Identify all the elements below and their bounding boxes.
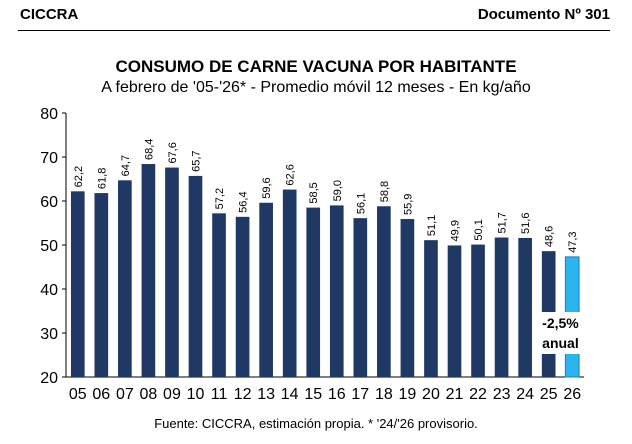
data-label: 56,1 [355, 193, 367, 214]
bar [447, 245, 462, 377]
bar [188, 175, 203, 377]
x-tick-label: 15 [304, 386, 322, 403]
x-tick-label: 23 [493, 386, 511, 403]
data-label: 47,3 [567, 231, 579, 252]
bar [235, 216, 250, 377]
x-tick-label: 18 [375, 386, 393, 403]
bar [377, 206, 391, 377]
x-tick-label: 17 [351, 386, 369, 403]
x-tick-label: 06 [92, 386, 110, 403]
data-label: 57,2 [214, 188, 226, 209]
x-tick-label: 09 [163, 386, 181, 403]
x-tick-label: 26 [563, 386, 581, 403]
x-tick-label: 12 [234, 386, 252, 403]
x-tick-label: 08 [140, 386, 158, 403]
chart-title: CONSUMO DE CARNE VACUNA POR HABITANTE [115, 57, 517, 76]
x-tick-label: 07 [116, 386, 134, 403]
data-label: 55,9 [402, 194, 414, 215]
data-label: 56,4 [238, 191, 250, 212]
bar [212, 213, 226, 377]
document-number: Documento Nº 301 [477, 6, 610, 23]
y-tick-label: 40 [40, 282, 58, 299]
y-tick-label: 70 [40, 150, 58, 167]
x-tick-label: 19 [399, 386, 417, 403]
data-label: 68,4 [143, 139, 155, 160]
header-rule [18, 30, 610, 31]
data-label: 59,6 [261, 177, 273, 198]
y-tick-label: 50 [40, 238, 58, 255]
bar [400, 219, 415, 377]
y-tick-label: 20 [40, 370, 58, 387]
data-label: 50,1 [473, 219, 485, 240]
y-tick-label: 80 [40, 106, 58, 123]
data-label: 48,6 [544, 226, 556, 247]
data-label: 62,2 [73, 166, 85, 187]
y-tick-label: 60 [40, 194, 58, 211]
bar [494, 237, 509, 377]
data-label: 65,7 [191, 150, 203, 171]
x-tick-label: 25 [540, 386, 558, 403]
chart-subtitle: A febrero de '05-'26* - Promedio móvil 1… [101, 79, 531, 96]
bar [165, 167, 179, 377]
bar [471, 244, 485, 377]
data-label: 61,8 [96, 168, 108, 189]
x-tick-label: 14 [281, 386, 299, 403]
annotation-change: -2,5% [542, 315, 579, 331]
data-label: 64,7 [120, 155, 132, 176]
x-tick-label: 13 [257, 386, 275, 403]
bar [424, 240, 438, 377]
x-tick-label: 24 [516, 386, 534, 403]
x-tick-label: 20 [422, 386, 440, 403]
data-label: 51,1 [426, 215, 438, 236]
bar [518, 237, 532, 377]
data-label: 62,6 [285, 164, 297, 185]
bar [306, 207, 321, 377]
bar [70, 191, 85, 377]
annotation-period: anual [542, 335, 579, 351]
data-label: 49,9 [450, 220, 462, 241]
x-tick-label: 05 [69, 386, 87, 403]
bar [141, 164, 156, 377]
source-footnote: Fuente: CICCRA, estimación propia. * '24… [154, 416, 478, 431]
x-tick-label: 11 [211, 386, 228, 403]
x-tick-label: 16 [328, 386, 346, 403]
bar [353, 218, 368, 377]
x-tick-label: 22 [469, 386, 487, 403]
data-label: 59,0 [332, 180, 344, 201]
bar [118, 180, 132, 377]
bar [259, 202, 273, 377]
data-label: 51,7 [497, 212, 509, 233]
data-label: 58,5 [308, 182, 320, 203]
bar [94, 193, 109, 377]
x-tick-label: 10 [187, 386, 205, 403]
x-tick-label: 21 [446, 386, 464, 403]
y-tick-label: 30 [40, 326, 58, 343]
org-name: CICCRA [20, 6, 79, 23]
data-label: 51,6 [520, 213, 532, 234]
data-label: 58,8 [379, 181, 391, 202]
data-label: 67,6 [167, 142, 179, 163]
bar [282, 189, 297, 377]
annotation-background [532, 312, 588, 354]
bar [329, 205, 344, 377]
